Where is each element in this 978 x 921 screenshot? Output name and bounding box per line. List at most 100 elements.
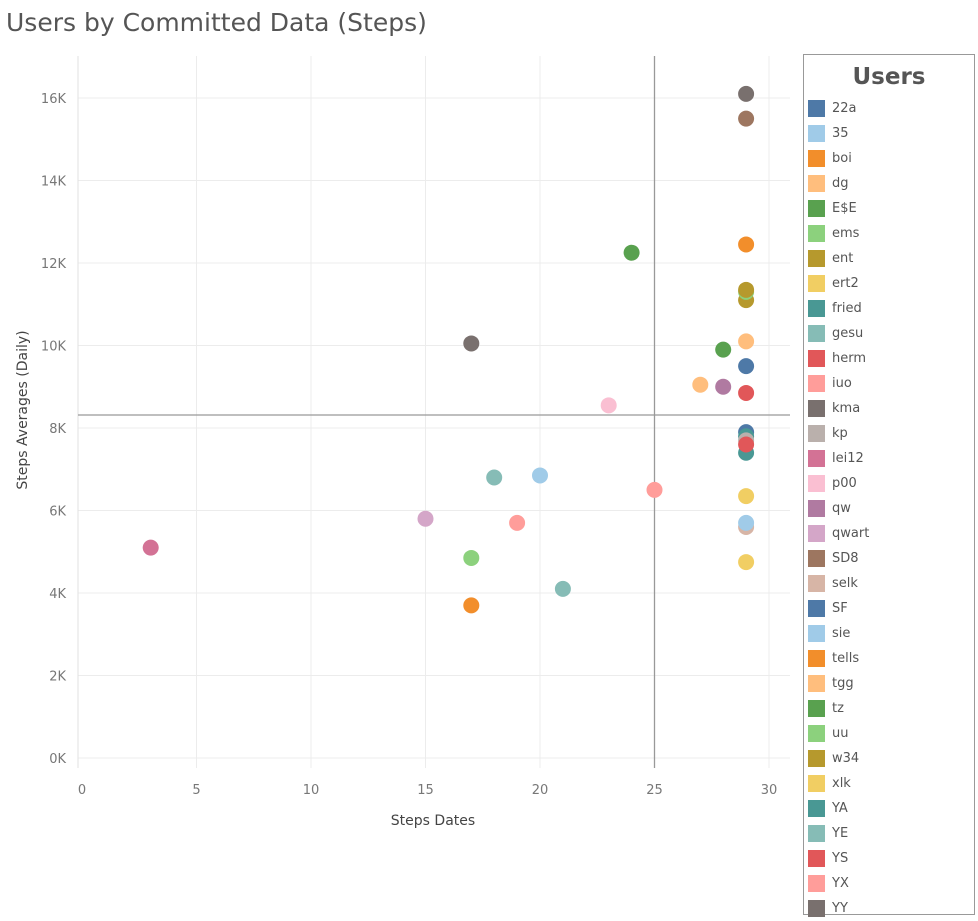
legend-label: E$E — [832, 201, 857, 216]
legend-label: tells — [832, 651, 860, 666]
legend-item[interactable]: tz — [808, 696, 869, 721]
legend-item[interactable]: qwart — [808, 521, 869, 546]
legend-item[interactable]: YA — [808, 796, 869, 821]
legend-item[interactable]: kma — [808, 396, 869, 421]
legend-item[interactable]: dg — [808, 171, 869, 196]
legend-label: ert2 — [832, 276, 859, 291]
legend-item[interactable]: w34 — [808, 746, 869, 771]
data-point — [738, 384, 755, 401]
legend-item[interactable]: xlk — [808, 771, 869, 796]
legend-label: YX — [832, 876, 849, 891]
legend-swatch — [808, 600, 825, 617]
data-point — [463, 597, 480, 614]
legend-swatch — [808, 300, 825, 317]
legend-swatch — [808, 400, 825, 417]
y-tick-label: 10K — [41, 340, 67, 355]
legend-label: w34 — [832, 751, 860, 766]
legend-label: kma — [832, 401, 861, 416]
legend-item[interactable]: SD8 — [808, 546, 869, 571]
legend-swatch — [808, 425, 825, 442]
legend-item[interactable]: ent — [808, 246, 869, 271]
y-tick-label: 4K — [49, 587, 66, 602]
data-point — [417, 510, 434, 527]
legend-swatch — [808, 350, 825, 367]
x-tick-label: 20 — [532, 783, 549, 798]
legend-item[interactable]: SF — [808, 596, 869, 621]
x-tick-label: 10 — [303, 783, 320, 798]
legend-item[interactable]: ems — [808, 221, 869, 246]
legend-item[interactable]: uu — [808, 721, 869, 746]
legend-item[interactable]: YY — [808, 896, 869, 921]
legend-item[interactable]: qw — [808, 496, 869, 521]
legend-list: 22a 35 boi dg E$E ems ent ert2 fried gesu herm iuo k… — [808, 96, 869, 921]
legend-label: YS — [832, 851, 849, 866]
legend-title: Users — [852, 64, 926, 90]
legend-item[interactable]: selk — [808, 571, 869, 596]
legend-item[interactable]: YX — [808, 871, 869, 896]
y-axis-title: Steps Averages (Daily) — [15, 330, 31, 489]
legend-item[interactable]: gesu — [808, 321, 869, 346]
legend-swatch — [808, 775, 825, 792]
data-point — [738, 514, 755, 531]
legend-swatch — [808, 275, 825, 292]
legend-item[interactable]: ert2 — [808, 271, 869, 296]
data-point — [738, 358, 755, 375]
legend-item[interactable]: iuo — [808, 371, 869, 396]
legend-item[interactable]: herm — [808, 346, 869, 371]
legend-item[interactable]: fried — [808, 296, 869, 321]
data-point — [463, 335, 480, 352]
data-point — [738, 281, 755, 298]
legend-label: p00 — [832, 476, 857, 491]
legend-item[interactable]: kp — [808, 421, 869, 446]
legend-swatch — [808, 525, 825, 542]
x-tick-label: 25 — [646, 783, 663, 798]
legend-item[interactable]: E$E — [808, 196, 869, 221]
legend-label: kp — [832, 426, 848, 441]
legend-swatch — [808, 750, 825, 767]
legend-item[interactable]: tgg — [808, 671, 869, 696]
legend-swatch — [808, 675, 825, 692]
legend-item[interactable]: 22a — [808, 96, 869, 121]
legend-swatch — [808, 725, 825, 742]
y-tick-label: 12K — [41, 257, 67, 272]
legend-label: YE — [832, 826, 849, 841]
legend: Users 22a 35 boi dg E$E ems ent ert2 fried gesu he… — [803, 54, 975, 917]
chart-title: Users by Committed Data (Steps) — [6, 8, 427, 37]
legend-item[interactable]: lei12 — [808, 446, 869, 471]
legend-item[interactable]: 35 — [808, 121, 869, 146]
legend-label: YA — [832, 801, 848, 816]
legend-item[interactable]: YE — [808, 821, 869, 846]
data-point — [600, 397, 617, 414]
scatter-plot: 0 5 10 15 20 25 30 0K 2K 4K 6K 8K 10K 12K 14K 16K Steps … — [15, 56, 790, 829]
y-tick-label: 16K — [41, 92, 67, 107]
data-point — [738, 236, 755, 253]
legend-swatch — [808, 700, 825, 717]
x-tick-label: 30 — [761, 783, 778, 798]
data-point — [738, 333, 755, 350]
legend-label: YY — [832, 901, 848, 916]
data-point — [554, 580, 571, 597]
data-point — [738, 488, 755, 505]
data-point — [738, 436, 755, 453]
legend-label: gesu — [832, 326, 864, 341]
legend-swatch — [808, 800, 825, 817]
data-point — [509, 514, 526, 531]
legend-item[interactable]: tells — [808, 646, 869, 671]
legend-label: ent — [832, 251, 854, 266]
legend-item[interactable]: YS — [808, 846, 869, 871]
legend-label: lei12 — [832, 451, 864, 466]
legend-swatch — [808, 475, 825, 492]
legend-swatch — [808, 850, 825, 867]
legend-swatch — [808, 900, 825, 917]
legend-swatch — [808, 125, 825, 142]
legend-item[interactable]: sie — [808, 621, 869, 646]
legend-item[interactable]: p00 — [808, 471, 869, 496]
x-axis-title: Steps Dates — [391, 813, 475, 829]
legend-label: boi — [832, 151, 852, 166]
legend-label: 22a — [832, 101, 857, 116]
legend-label: tgg — [832, 676, 854, 691]
x-tick-label: 0 — [78, 783, 86, 798]
data-point — [463, 549, 480, 566]
y-tick-label: 14K — [41, 175, 67, 190]
legend-item[interactable]: boi — [808, 146, 869, 171]
